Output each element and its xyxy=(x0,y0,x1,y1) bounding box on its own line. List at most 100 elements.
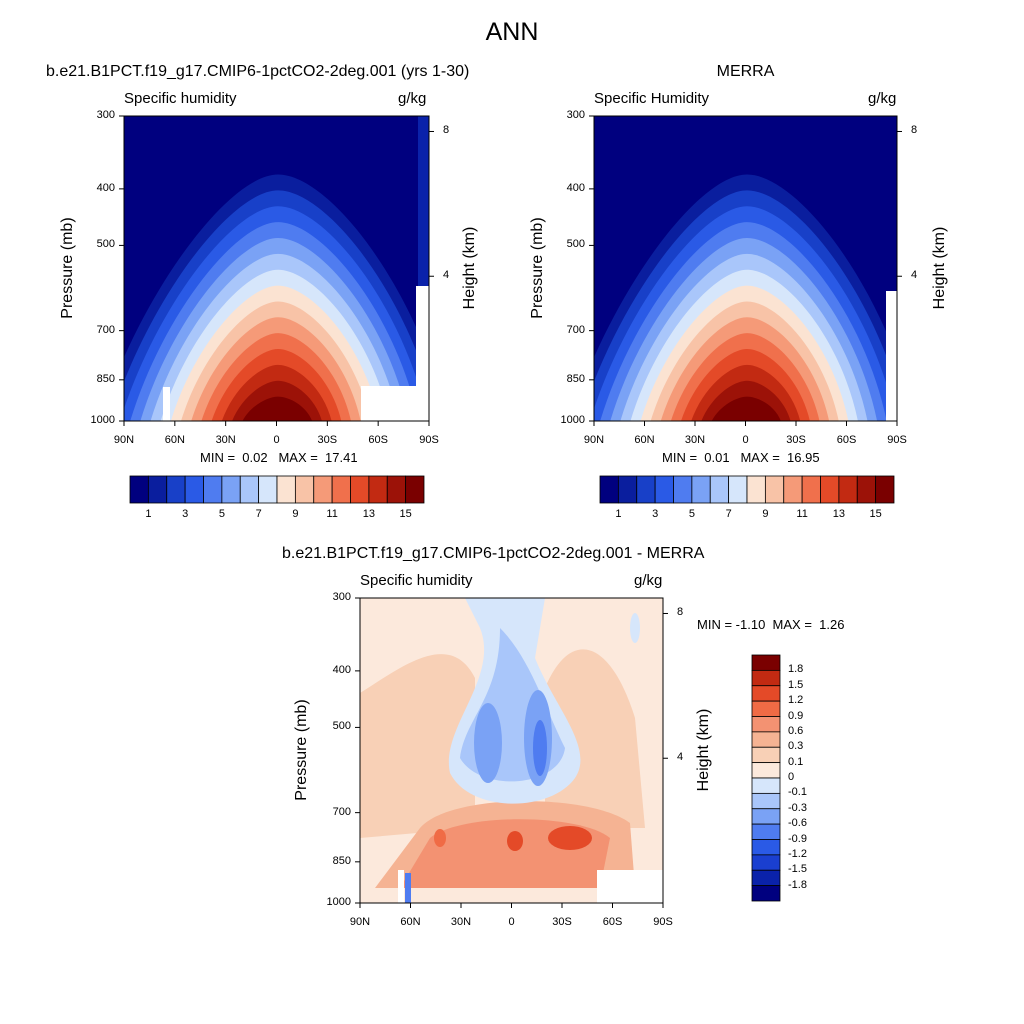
panel-b-units: g/kg xyxy=(868,90,897,107)
colorbar-label: -1.8 xyxy=(788,878,807,891)
panel-b-title: MERRA xyxy=(716,63,775,80)
colorbar-label: 13 xyxy=(832,508,845,520)
main-title: ANN xyxy=(485,18,539,46)
y-tick-label: 400 xyxy=(566,181,585,194)
x-tick-label: 90S xyxy=(419,434,439,446)
diff-core-positive xyxy=(507,831,523,851)
y2-tick-label: 8 xyxy=(677,606,684,619)
colorbar-swatch xyxy=(746,475,766,504)
y-tick-label: 500 xyxy=(96,238,115,251)
colorbar-swatch xyxy=(258,475,278,504)
colorbar-label: 3 xyxy=(652,508,659,520)
y-tick-label: 1000 xyxy=(326,896,351,908)
diff-band-positive xyxy=(360,654,475,838)
missing-data-mask xyxy=(886,291,897,421)
y2-tick-label: 4 xyxy=(677,751,684,764)
colorbar-swatch xyxy=(801,475,821,504)
panel-b-max-label: MAX = xyxy=(740,450,780,465)
panel-a-ylabel: Pressure (mb) xyxy=(59,217,76,318)
colorbar-swatch xyxy=(166,475,186,504)
panel-a-units: g/kg xyxy=(398,90,427,107)
colorbar-swatch xyxy=(184,475,204,504)
colorbar-swatch xyxy=(386,475,407,504)
panel-a-y2label: Height (km) xyxy=(461,227,478,310)
x-tick-label: 60N xyxy=(634,434,655,446)
x-tick-label: 30N xyxy=(450,916,472,928)
colorbar-swatch xyxy=(751,731,781,748)
y-tick-label: 700 xyxy=(332,805,351,818)
y-tick-label: 400 xyxy=(332,663,351,676)
y-tick-label: 300 xyxy=(566,109,585,121)
colorbar-swatch xyxy=(129,475,149,504)
colorbar-label: 1.8 xyxy=(788,663,804,676)
colorbar-swatch xyxy=(673,475,693,504)
panel-a-colorbar xyxy=(129,475,425,504)
panel-b-min-value: 0.01 xyxy=(704,450,730,465)
colorbar-label: 1 xyxy=(145,508,152,520)
colorbar-swatch xyxy=(751,746,781,764)
x-tick-label: 60S xyxy=(602,916,623,928)
missing-data-mask xyxy=(163,387,170,421)
panel-d-max-value: 1.26 xyxy=(819,617,845,632)
colorbar-label: 11 xyxy=(796,508,808,520)
colorbar-swatch xyxy=(751,869,781,887)
colorbar-swatch xyxy=(751,823,781,840)
missing-data-mask xyxy=(597,870,663,903)
y-tick-label: 300 xyxy=(332,591,351,603)
colorbar-label: -1.2 xyxy=(788,847,807,860)
panel-d-max-label: MAX = xyxy=(772,617,812,632)
panel-d-ylabel: Pressure (mb) xyxy=(293,699,310,800)
x-tick-label: 90N xyxy=(349,916,371,928)
colorbar-label: 15 xyxy=(869,508,882,520)
colorbar-label: -1.5 xyxy=(788,863,807,876)
colorbar-label: -0.6 xyxy=(788,817,807,830)
panel-a-max-label: MAX = xyxy=(278,450,318,465)
panel-d-tick-marks xyxy=(355,597,668,908)
x-tick-label: 60S xyxy=(368,434,388,446)
panel-a-tick-marks xyxy=(119,115,434,426)
colorbar-label: 1 xyxy=(615,508,622,520)
colorbar-swatch xyxy=(709,475,730,504)
colorbar-label: 0.9 xyxy=(788,709,804,722)
contour-band-edge xyxy=(418,116,429,286)
colorbar-label: 0.6 xyxy=(788,724,804,737)
missing-data-mask xyxy=(361,386,416,421)
panel-b-variable-label: Specific Humidity xyxy=(594,90,710,107)
colorbar-swatch xyxy=(751,685,781,702)
panel-a-title: b.e21.B1PCT.f19_g17.CMIP6-1pctCO2-2deg.0… xyxy=(46,63,470,80)
panel-d-y2label: Height (km) xyxy=(695,709,712,792)
colorbar-label: 9 xyxy=(292,508,299,520)
x-tick-label: 0 xyxy=(273,434,280,446)
x-tick-label: 60N xyxy=(164,434,185,446)
y-tick-label: 500 xyxy=(566,238,585,251)
colorbar-swatch xyxy=(751,839,781,856)
colorbar-label: -0.1 xyxy=(788,786,807,799)
panel-a-variable-label: Specific humidity xyxy=(124,90,237,107)
colorbar-label: 5 xyxy=(688,508,695,520)
panel-b-contour-field xyxy=(594,116,897,421)
colorbar-swatch xyxy=(221,475,241,504)
colorbar-swatch xyxy=(636,475,656,504)
x-tick-label: 30N xyxy=(684,434,706,446)
y-tick-label: 850 xyxy=(566,372,585,385)
diff-core-negative xyxy=(405,873,411,903)
colorbar-swatch xyxy=(820,475,840,504)
colorbar-label: 1.2 xyxy=(788,694,804,707)
panel-b-y2label: Height (km) xyxy=(931,227,948,310)
contour-band xyxy=(711,396,781,421)
colorbar-swatch xyxy=(783,475,803,504)
x-tick-label: 0 xyxy=(742,434,749,446)
colorbar-label: 1.5 xyxy=(788,678,804,691)
diff-core-positive xyxy=(434,829,446,847)
colorbar-swatch xyxy=(751,808,781,825)
panel-b-stats: MIN = 0.01 MAX = 16.95 xyxy=(662,450,820,465)
contour-band xyxy=(242,396,312,421)
panel-d-stats: MIN = -1.10 MAX = 1.26 xyxy=(697,617,844,632)
diff-core-negative xyxy=(533,720,547,776)
y2-tick-label: 8 xyxy=(443,124,450,137)
y-tick-label: 1000 xyxy=(90,414,115,426)
panel-a-contour-field xyxy=(124,116,429,421)
colorbar-swatch xyxy=(751,792,781,810)
x-tick-label: 90N xyxy=(113,434,135,446)
